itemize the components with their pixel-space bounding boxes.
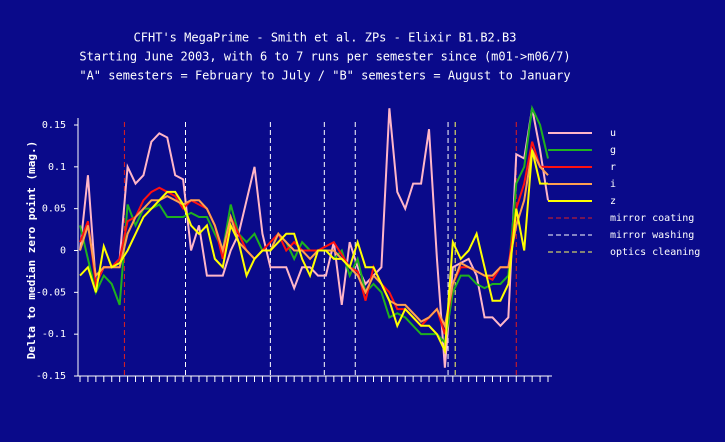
legend-label: i xyxy=(610,179,616,190)
y-tick-label: -0.05 xyxy=(36,287,66,298)
chart-subtitle: Starting June 2003, with 6 to 7 runs per… xyxy=(79,50,570,64)
legend-label: mirror washing xyxy=(610,230,694,241)
legend-label: z xyxy=(610,196,616,207)
y-tick-label: -0.1 xyxy=(42,329,66,340)
y-tick-label: 0.1 xyxy=(48,162,66,173)
legend-label: r xyxy=(610,162,616,173)
series-line xyxy=(79,149,548,355)
chart-title: CFHT's MegaPrime - Smith et al. ZPs - El… xyxy=(134,31,517,45)
legend-label: g xyxy=(610,145,616,156)
legend-label: mirror coating xyxy=(610,213,694,224)
y-tick-label: 0.05 xyxy=(42,204,66,215)
series-line xyxy=(79,108,549,368)
y-axis-label: Delta to median zero point (mag.) xyxy=(25,141,38,360)
chart-subtitle: "A" semesters = February to July / "B" s… xyxy=(79,69,570,83)
legend-label: u xyxy=(610,128,616,139)
y-tick-label: 0.15 xyxy=(42,120,66,131)
legend-label: optics cleaning xyxy=(610,247,700,258)
y-tick-label: 0 xyxy=(60,246,66,257)
y-tick-label: -0.15 xyxy=(36,371,66,382)
